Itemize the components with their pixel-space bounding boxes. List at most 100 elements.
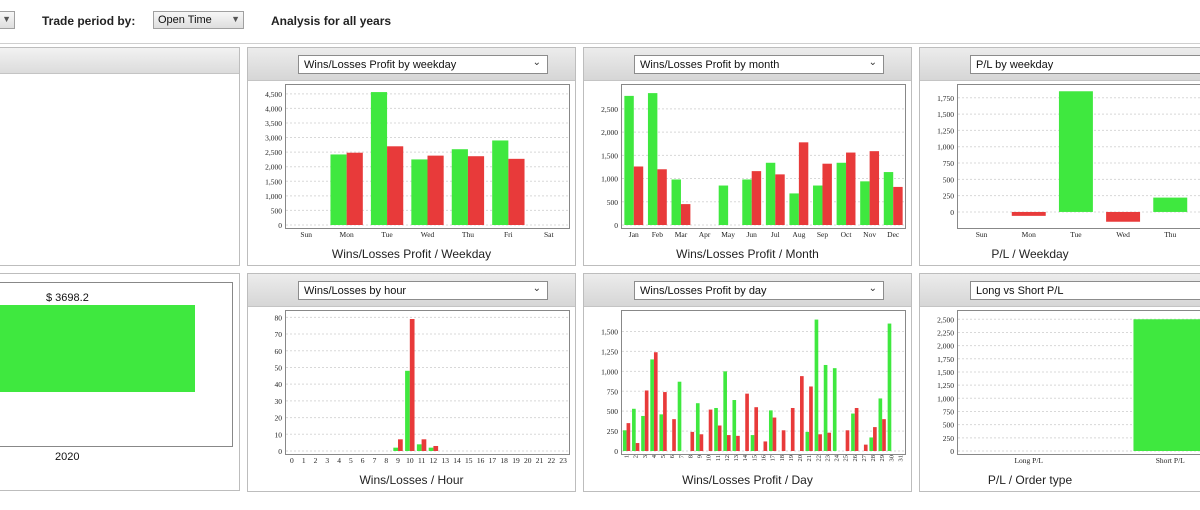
y-tick-label: 1,000 (937, 394, 954, 403)
x-tick-label: 14 (742, 454, 749, 461)
bar (677, 381, 682, 451)
bar (845, 430, 850, 451)
y-tick-label: 3,500 (265, 119, 282, 128)
bar (887, 323, 892, 451)
x-tick-label: 6 (361, 456, 365, 465)
trade-period-select[interactable]: Open Time ▼ (153, 11, 244, 29)
left-combo[interactable]: ▼ (0, 11, 15, 29)
x-tick-label: 21 (536, 456, 544, 465)
chart-type-select[interactable]: Long vs Short P/L ⌄ (970, 281, 1200, 300)
y-tick-label: 4,000 (265, 104, 282, 113)
x-tick-label: 27 (861, 454, 868, 461)
x-tick-label: 20 (797, 455, 804, 462)
chart-type-value: Wins/Losses Profit by day (640, 285, 767, 297)
y-tick-label: 1,500 (937, 368, 954, 377)
y-tick-label: 2,250 (937, 328, 954, 337)
x-tick-label: 20 (524, 456, 532, 465)
chart-long-short: 0 250 500 750 1,000 1,250 1,500 1,750 2,000 2,250… (937, 310, 1200, 465)
trade-period-value: Open Time (158, 14, 212, 26)
y-tick-label: 2,500 (265, 148, 282, 157)
chart-type-value: P/L by weekday (976, 59, 1054, 71)
x-tick-label: 18 (779, 455, 786, 462)
x-tick-label: 12 (430, 456, 438, 465)
chart-weekday-profit: 0 500 1,000 1,500 2,000 2,500 3,000 3,500 4,000 4… (265, 84, 570, 239)
y-tick-label: 1,500 (265, 177, 282, 186)
x-tick-label: Tue (381, 230, 393, 239)
y-tick-label: 0 (278, 447, 282, 456)
bar (818, 434, 822, 451)
x-tick-label: 24 (834, 454, 841, 461)
y-tick-label: 1,750 (937, 94, 954, 103)
x-tick-label: 6 (669, 454, 676, 458)
bar (671, 179, 681, 225)
bar (330, 154, 347, 225)
bar (708, 409, 713, 451)
x-tick-label: Jul (771, 230, 780, 239)
toolbar: ▼ Trade period by: Open Time ▼ Analysis … (0, 0, 1200, 44)
x-tick-label: Oct (841, 230, 853, 239)
x-tick-label: 16 (761, 454, 768, 461)
bar (427, 155, 444, 225)
x-tick-label: 30 (888, 455, 895, 462)
x-tick-label: 22 (548, 456, 556, 465)
y-tick-label: 0 (614, 221, 618, 230)
x-tick-label: Sun (300, 230, 312, 239)
chart-caption: Wins/Losses Profit / Weekday (331, 247, 492, 261)
x-tick-label: 10 (706, 455, 713, 462)
chevron-down-icon: ⌄ (868, 283, 877, 294)
panel-header (0, 48, 239, 74)
bar (370, 92, 388, 226)
chart-type-select[interactable]: Wins/Losses Profit by month ⌄ (634, 55, 884, 74)
chart-type-select[interactable]: Wins/Losses by hour ⌄ (298, 281, 548, 300)
chart-type-select[interactable]: Wins/Losses Profit by day ⌄ (634, 281, 884, 300)
bar (699, 434, 704, 451)
y-tick-label: 40 (275, 380, 283, 389)
x-tick-label: Wed (1116, 230, 1130, 239)
bar (695, 403, 700, 451)
chart-month-profit: 0 500 1,000 1,500 2,000 2,500 Jan Feb Mar Apr May J… (601, 84, 906, 239)
bar (690, 431, 695, 451)
bar (763, 441, 768, 451)
bar (650, 359, 654, 451)
bar (883, 172, 894, 225)
y-tick-label: 500 (607, 198, 619, 207)
bar (718, 185, 729, 225)
x-tick-label: 5 (349, 456, 353, 465)
x-tick-label: 11 (418, 456, 425, 465)
chart-type-value: Wins/Losses by hour (304, 285, 407, 297)
panel-yearly-header-area (0, 47, 240, 266)
bar (672, 419, 676, 451)
bar (860, 181, 870, 225)
bar (878, 398, 883, 451)
x-tick-label: Wed (421, 230, 435, 239)
bar (433, 445, 439, 451)
x-tick-label: 19 (788, 455, 795, 462)
bar (736, 435, 740, 451)
y-tick-label: 750 (607, 387, 619, 396)
x-tick-label: Tue (1070, 230, 1082, 239)
bar (659, 414, 664, 451)
bar (765, 162, 776, 225)
x-tick-label: 7 (678, 454, 685, 458)
y-tick-label: 60 (275, 347, 283, 356)
chart-type-select[interactable]: Wins/Losses Profit by weekday ⌄ (298, 55, 548, 74)
bar (451, 149, 468, 225)
x-tick-label: 13 (441, 456, 449, 465)
x-tick-label: 14 (453, 456, 461, 465)
panel-month-profit: Wins/Losses Profit by month ⌄ 0 500 1,000 1… (583, 47, 912, 266)
bar (633, 166, 644, 225)
bar (781, 430, 786, 451)
bar (428, 447, 434, 451)
y-tick-label: 0 (950, 447, 954, 456)
bar (813, 185, 823, 225)
yearly-value-label: $ 3698.2 (46, 292, 89, 304)
bar (893, 186, 903, 225)
x-tick-label: Mar (675, 230, 688, 239)
x-tick-label: Mon (1022, 230, 1036, 239)
chart-type-select[interactable]: P/L by weekday ⌄ (970, 55, 1200, 74)
bar (851, 413, 855, 451)
x-tick-label: 17 (770, 454, 777, 461)
bar (754, 407, 759, 451)
y-tick-label: 70 (275, 330, 283, 339)
